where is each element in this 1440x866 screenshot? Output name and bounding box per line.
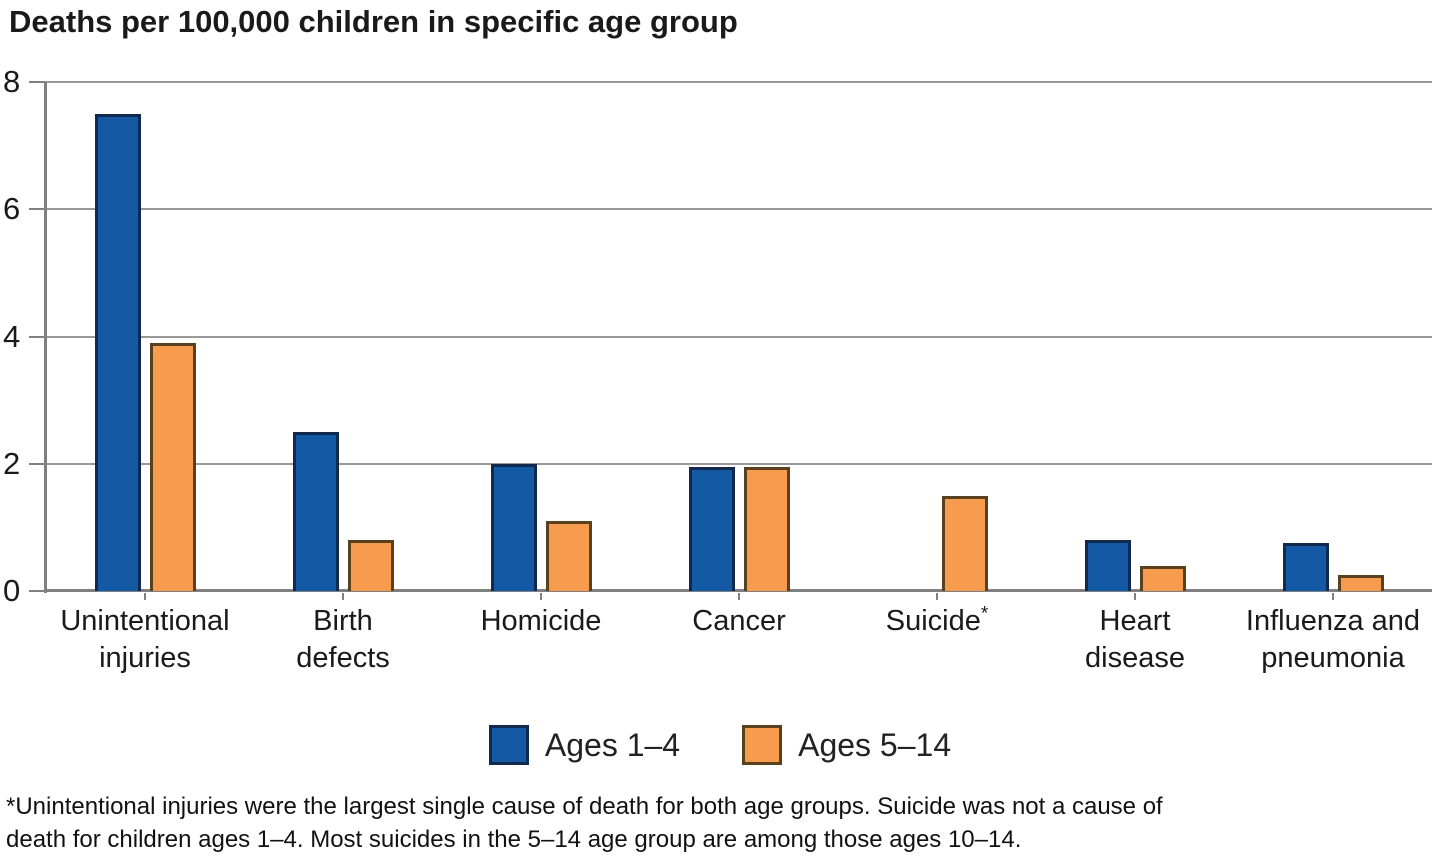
footnote: *Unintentional injuries were the largest… xyxy=(6,790,1163,856)
x-tick-2 xyxy=(540,593,542,600)
x-tick-0 xyxy=(144,593,146,600)
x-label-unintentional-injuries: Unintentional injuries xyxy=(60,605,230,674)
bar-ages-5–14-influenza-and-pneumonia xyxy=(1338,575,1384,591)
bar-ages-5–14-unintentional-injuries xyxy=(150,343,196,591)
bar-ages-1–4-birth-defects xyxy=(293,432,339,591)
y-tick-label-8: 8 xyxy=(3,64,21,99)
y-tick-4 xyxy=(29,335,45,338)
x-tick-6 xyxy=(1332,593,1334,600)
gridline-y-6 xyxy=(45,208,1432,211)
chart-title: Deaths per 100,000 children in specific … xyxy=(9,4,738,39)
x-axis-line xyxy=(45,589,1432,592)
y-tick-label-6: 6 xyxy=(3,191,21,227)
gridline-y-2 xyxy=(45,462,1432,465)
x-label-influenza-and-pneumonia: Influenza and pneumonia xyxy=(1245,605,1421,674)
legend-swatch-ages-5-14 xyxy=(742,725,783,765)
x-tick-4 xyxy=(936,593,938,600)
y-tick-label-4: 4 xyxy=(3,318,21,354)
bar-ages-1–4-cancer xyxy=(689,467,735,591)
bar-ages-1–4-unintentional-injuries xyxy=(95,114,141,591)
gridline-y-4 xyxy=(45,335,1432,338)
bar-ages-1–4-influenza-and-pneumonia xyxy=(1283,543,1329,591)
y-tick-2 xyxy=(29,462,45,465)
plot-area xyxy=(45,81,1432,592)
legend: Ages 1–4 Ages 5–14 xyxy=(0,722,1440,768)
bar-ages-1–4-heart-disease xyxy=(1085,540,1131,591)
bar-ages-5–14-homicide xyxy=(546,521,592,591)
footnote-line-1: *Unintentional injuries were the largest… xyxy=(6,793,1163,820)
legend-swatch-ages-1-4 xyxy=(488,725,529,765)
y-tick-6 xyxy=(29,208,45,211)
y-tick-8 xyxy=(29,81,45,83)
legend-item-ages-1-4: Ages 1–4 xyxy=(488,725,681,765)
y-tick-0 xyxy=(29,590,45,592)
x-label-suicide-: Suicide* xyxy=(885,603,989,637)
y-axis-line xyxy=(44,82,47,593)
bar-ages-5–14-heart-disease xyxy=(1140,566,1186,591)
x-label-birth-defects: Birth defects xyxy=(296,605,390,674)
x-label-heart-disease: Heart disease xyxy=(1085,605,1185,674)
bar-ages-5–14-suicide- xyxy=(942,496,988,591)
y-tick-label-2: 2 xyxy=(3,445,21,481)
footnote-line-2: death for children ages 1–4. Most suicid… xyxy=(6,826,1022,853)
y-tick-label-0: 0 xyxy=(3,573,21,608)
x-tick-3 xyxy=(738,593,740,600)
x-tick-5 xyxy=(1134,593,1136,600)
bar-ages-5–14-cancer xyxy=(744,467,790,591)
gridline-y-8 xyxy=(45,81,1432,83)
legend-item-ages-5-14: Ages 5–14 xyxy=(742,725,951,765)
legend-label-ages-5-14: Ages 5–14 xyxy=(798,726,952,763)
bar-ages-1–4-homicide xyxy=(491,464,537,591)
bar-ages-5–14-birth-defects xyxy=(348,540,394,591)
x-label-homicide: Homicide xyxy=(480,605,602,637)
x-label-cancer: Cancer xyxy=(692,605,786,637)
legend-label-ages-1-4: Ages 1–4 xyxy=(544,726,681,763)
x-tick-1 xyxy=(342,593,344,600)
